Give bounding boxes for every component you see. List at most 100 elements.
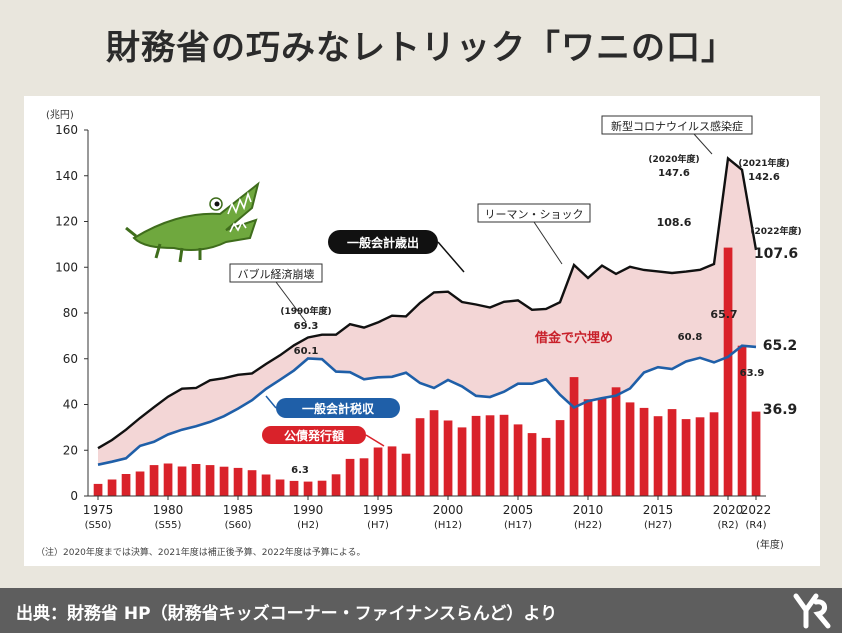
x-tick-era-label: (H7) <box>367 520 389 531</box>
x-tick-label: 2005 <box>503 503 534 517</box>
y-tick-label: 140 <box>55 169 78 183</box>
bond-bar <box>541 437 551 496</box>
x-tick-era-label: (H27) <box>644 520 672 531</box>
bond-bar <box>261 474 271 496</box>
value-bonds-1990: 6.3 <box>291 465 309 476</box>
x-tick-label: 2010 <box>573 503 604 517</box>
covid-label-box <box>601 115 753 135</box>
bond-bar <box>233 467 243 496</box>
y-tick-label: 120 <box>55 215 78 229</box>
bond-bar <box>205 465 215 496</box>
chart: 0 20 40 60 80 100 120 140 160 1975 (S50) 1980 (S55)… <box>36 109 802 558</box>
brand-logo-icon <box>793 593 831 629</box>
x-tick-label: 1985 <box>223 503 254 517</box>
bond-bar <box>331 474 341 496</box>
value-spending-2022: 107.6 <box>754 246 798 262</box>
x-tick-label: 2000 <box>433 503 464 517</box>
x-tick-label: 1975 <box>83 503 114 517</box>
tax-label-box <box>276 398 400 418</box>
x-tick-label: 2015 <box>643 503 674 517</box>
chart-panel: 0 20 40 60 80 100 120 140 160 1975 (S50) 1980 (S55)… <box>24 96 820 566</box>
x-tick-label: 1995 <box>363 503 394 517</box>
bond-bar <box>471 415 481 496</box>
spending-label-box <box>328 230 438 254</box>
bond-bar <box>177 466 187 496</box>
bond-bar <box>387 446 397 496</box>
x-tick-era-label: (H17) <box>504 520 532 531</box>
y-tick-label: 160 <box>55 123 78 137</box>
x-tick-era-label: (R2) <box>717 520 738 531</box>
bond-bar <box>597 398 607 496</box>
tax-line <box>97 344 757 466</box>
bond-bar <box>275 479 285 496</box>
bond-bar <box>695 417 705 496</box>
bond-bar <box>317 480 327 496</box>
footer: 出典：財務省 HP（財務省キッズコーナー・ファイナンスらんど）より <box>0 588 842 633</box>
spending-label-leader <box>437 241 465 273</box>
value-spending-1990: 69.3 <box>294 321 319 332</box>
value-spending-2020: 147.6 <box>658 168 690 179</box>
x-tick-era-label: (H2) <box>297 520 319 531</box>
x-tick-era-label: (H12) <box>434 520 462 531</box>
bubble-label-leader <box>275 281 307 323</box>
year-label-2020: (2020年度) <box>648 153 699 165</box>
value-bonds-2022: 36.9 <box>763 402 798 418</box>
bond-bar <box>303 481 313 496</box>
y-unit: (兆円) <box>46 109 74 121</box>
bond-bar <box>485 415 495 496</box>
bond-bar <box>401 453 411 496</box>
x-tick-era-label: (S50) <box>85 520 112 531</box>
lehman-label: リーマン・ショック <box>485 208 584 221</box>
source-text: 出典：財務省 HP（財務省キッズコーナー・ファイナンスらんど）より <box>16 604 558 624</box>
bond-bar <box>107 479 117 496</box>
value-tax-2021: 63.9 <box>740 368 765 379</box>
year-label-2021: (2021年度) <box>738 157 789 169</box>
x-tick-label: 2022 <box>741 503 772 517</box>
value-spending-2021: 142.6 <box>748 172 780 183</box>
bond-bar <box>135 471 145 496</box>
bond-bar <box>345 458 355 496</box>
bond-bar <box>737 345 747 496</box>
spending-label: 一般会計歳出 <box>347 235 419 250</box>
bond-bar <box>555 420 565 496</box>
y-tick-label: 80 <box>63 306 78 320</box>
bonds-label-leader <box>365 434 385 447</box>
value-tax-1990: 60.1 <box>294 346 319 357</box>
bond-bar <box>751 411 761 496</box>
bond-bar <box>289 480 299 496</box>
bond-bar <box>373 447 383 496</box>
slide-title: 財務省の巧みなレトリック「ワニの口」 <box>106 28 736 68</box>
y-tick-label: 60 <box>63 352 78 366</box>
lehman-label-leader <box>533 221 563 265</box>
value-tax-2022: 65.2 <box>763 338 798 354</box>
y-axis: 0 20 40 60 80 100 120 140 160 <box>55 123 88 503</box>
y-tick-label: 100 <box>55 260 78 274</box>
gap-label: 借金で穴埋め <box>534 330 613 346</box>
bond-bar <box>709 412 719 496</box>
x-tick-era-label: (S55) <box>155 520 182 531</box>
bond-bar <box>527 433 537 496</box>
crocodile-icon <box>125 181 260 263</box>
bond-bars <box>93 247 761 496</box>
bond-bar <box>569 377 579 496</box>
value-tax-2020: 60.8 <box>678 332 703 343</box>
bond-bar <box>611 387 621 496</box>
bubble-label: バブル経済崩壊 <box>238 267 315 281</box>
tax-label-leader <box>265 395 277 409</box>
year-label-2022: (2022年度) <box>750 225 801 237</box>
bond-bar <box>247 470 257 496</box>
bond-bar <box>653 416 663 496</box>
x-unit: (年度) <box>756 538 784 551</box>
x-axis: 1975 (S50) 1980 (S55) 1985 (S60) 1990 (H2) 1995 (… <box>83 496 772 531</box>
bond-bar <box>639 407 649 496</box>
tax-label: 一般会計税収 <box>302 401 375 416</box>
value-bonds-2020: 108.6 <box>657 216 692 229</box>
bond-bar <box>415 418 425 496</box>
bond-bar <box>219 466 229 496</box>
y-tick-label: 40 <box>63 398 78 412</box>
bond-bar <box>121 474 131 496</box>
x-tick-era-label: (H22) <box>574 520 602 531</box>
bond-bar <box>93 483 103 496</box>
bond-bar <box>443 420 453 496</box>
bond-bar <box>359 458 369 496</box>
